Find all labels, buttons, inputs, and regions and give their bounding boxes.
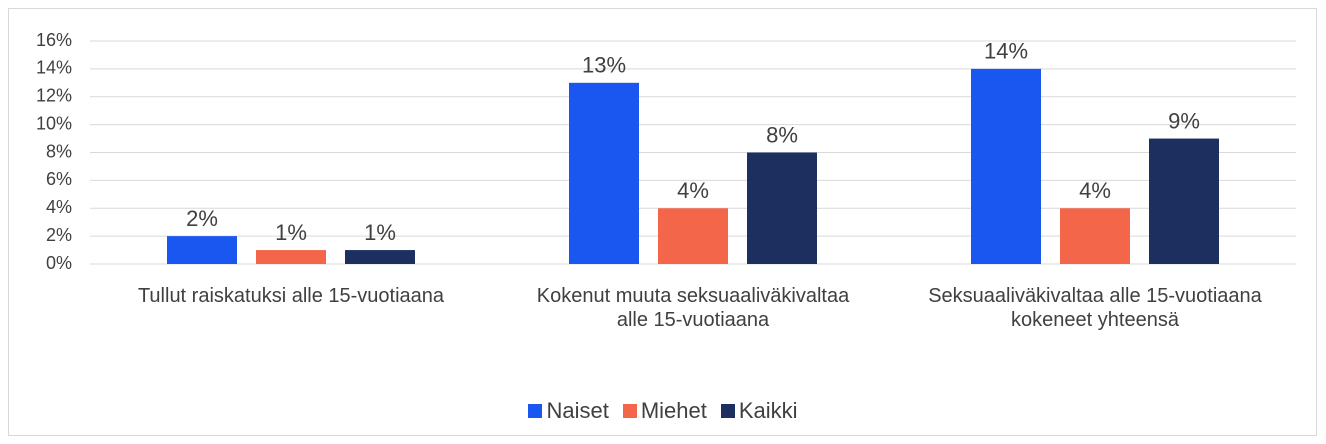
bar	[971, 68, 1041, 264]
legend-item: Kaikki	[720, 398, 798, 424]
bar	[1060, 208, 1130, 264]
y-tick-label: 10%	[36, 113, 72, 133]
legend-item: Miehet	[622, 398, 707, 424]
bar	[167, 236, 237, 264]
data-label: 8%	[766, 122, 798, 147]
data-label: 14%	[984, 39, 1028, 64]
y-tick-label: 4%	[46, 197, 72, 217]
data-label: 4%	[677, 178, 709, 203]
data-label: 9%	[1168, 108, 1200, 133]
legend-label: Naiset	[546, 398, 609, 423]
legend-label: Kaikki	[738, 398, 798, 423]
legend-label: Miehet	[640, 398, 707, 423]
y-tick-label: 2%	[46, 225, 72, 245]
y-tick-label: 16%	[36, 30, 72, 50]
bar	[658, 208, 728, 264]
bar	[569, 82, 639, 264]
y-tick-label: 14%	[36, 58, 72, 78]
x-tick-label: Tullut raiskatuksi alle 15-vuotiaana	[137, 285, 445, 307]
bar	[256, 250, 326, 264]
bar	[1149, 138, 1219, 264]
bar	[345, 250, 415, 264]
legend-swatch	[622, 404, 637, 418]
bar	[747, 152, 817, 264]
legend-swatch	[720, 404, 735, 418]
data-label: 13%	[582, 53, 626, 78]
legend: Naiset Miehet Kaikki	[0, 398, 1326, 424]
x-tick-label: Seksuaaliväkivaltaa alle 15-vuotiaana ko…	[928, 285, 1262, 331]
chart-border	[8, 8, 1317, 436]
data-label: 2%	[186, 206, 218, 231]
x-tick-label: Kokenut muuta seksuaaliväkivaltaa alle 1…	[536, 285, 850, 331]
y-tick-label: 6%	[46, 169, 72, 189]
data-label: 1%	[364, 220, 396, 245]
y-tick-label: 0%	[46, 253, 72, 273]
y-tick-label: 8%	[46, 141, 72, 161]
legend-swatch	[528, 404, 543, 418]
legend-item: Naiset	[528, 398, 609, 424]
data-label: 4%	[1079, 178, 1111, 203]
y-tick-label: 12%	[36, 86, 72, 106]
data-label: 1%	[275, 220, 307, 245]
